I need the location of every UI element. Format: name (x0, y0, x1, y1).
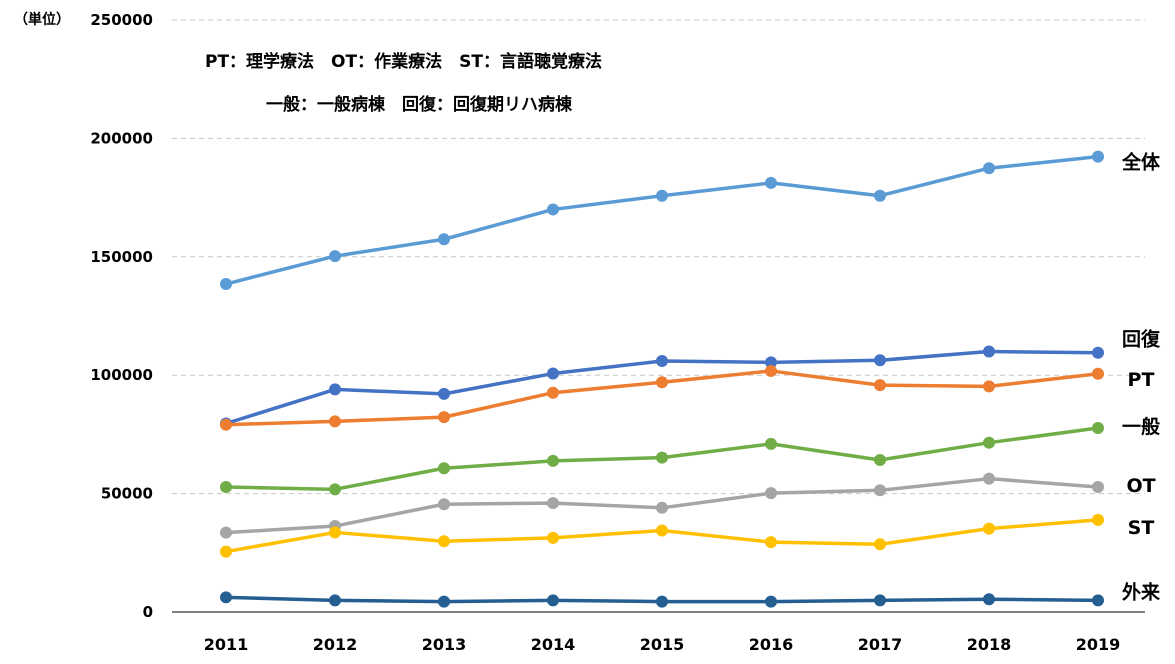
data-point (874, 379, 886, 392)
data-point (329, 415, 341, 428)
y-tick-label: 200000 (90, 129, 153, 147)
data-point (656, 354, 668, 367)
series-label: 全体 (1121, 151, 1161, 174)
y-tick-label: 0 (143, 603, 153, 621)
data-point (329, 383, 341, 396)
data-point (438, 498, 450, 511)
data-point (765, 487, 777, 500)
y-tick-label: 150000 (90, 248, 153, 266)
data-point (983, 522, 995, 535)
x-tick-label: 2016 (749, 635, 794, 654)
series-layer (220, 150, 1104, 608)
series-6 (220, 591, 1104, 608)
data-point (220, 278, 232, 291)
data-point (983, 472, 995, 485)
data-point (983, 345, 995, 358)
data-point (874, 594, 886, 607)
series-label: PT (1128, 369, 1155, 391)
y-tick-label: 50000 (101, 485, 153, 503)
data-point (438, 411, 450, 424)
data-point (220, 418, 232, 431)
series-1 (220, 345, 1104, 430)
data-point (1092, 513, 1104, 526)
data-point (329, 250, 341, 263)
data-point (438, 595, 450, 608)
y-tick-label: 250000 (90, 11, 153, 29)
series-label: OT (1126, 475, 1155, 497)
data-point (765, 364, 777, 377)
data-point (1092, 594, 1104, 607)
data-point (765, 176, 777, 189)
data-point (874, 189, 886, 202)
data-point (220, 545, 232, 558)
unit-label: （単位） (14, 11, 70, 28)
data-point (1092, 422, 1104, 435)
legend-note-1: PT：理学療法 OT：作業療法 ST：言語聴覚療法 (205, 51, 602, 72)
data-point (547, 531, 559, 544)
data-point (329, 483, 341, 496)
x-tick-label: 2017 (858, 635, 903, 654)
data-point (220, 591, 232, 604)
x-tick-label: 2015 (640, 635, 685, 654)
data-point (656, 189, 668, 202)
data-point (656, 501, 668, 514)
data-point (656, 376, 668, 389)
x-tick-label: 2018 (967, 635, 1012, 654)
legend-note-2: 一般：一般病棟 回復：回復期リハ病棟 (266, 94, 573, 115)
series-4 (220, 472, 1104, 539)
data-point (983, 593, 995, 606)
data-point (438, 535, 450, 548)
series-label: 外来 (1122, 580, 1160, 603)
x-tick-label: 2012 (313, 635, 358, 654)
data-point (1092, 150, 1104, 163)
data-point (438, 387, 450, 400)
series-label: 回復 (1122, 328, 1161, 351)
data-point (547, 497, 559, 510)
data-point (329, 526, 341, 539)
data-point (547, 367, 559, 380)
data-point (547, 454, 559, 467)
series-label: ST (1128, 517, 1155, 539)
y-tick-label: 100000 (90, 366, 153, 384)
series-0 (220, 150, 1104, 291)
data-point (438, 462, 450, 475)
data-point (656, 451, 668, 464)
data-point (329, 594, 341, 607)
data-point (765, 356, 777, 369)
data-point (874, 354, 886, 367)
data-point (547, 386, 559, 399)
x-tick-label: 2013 (422, 635, 467, 654)
data-point (220, 526, 232, 539)
data-point (983, 162, 995, 175)
data-point (547, 203, 559, 216)
x-tick-label: 2011 (204, 635, 249, 654)
data-point (874, 538, 886, 551)
data-point (547, 594, 559, 607)
data-point (983, 436, 995, 449)
data-point (765, 437, 777, 450)
series-label: 一般 (1122, 415, 1160, 438)
series-3 (220, 422, 1104, 496)
series-line (224, 154, 1100, 286)
data-point (983, 380, 995, 393)
data-point (874, 484, 886, 497)
data-point (765, 536, 777, 549)
data-point (765, 595, 777, 608)
x-tick-label: 2019 (1076, 635, 1121, 654)
data-point (438, 233, 450, 246)
data-point (656, 595, 668, 608)
series-2 (220, 364, 1104, 431)
axis-layer: 0 50000 100000 150000 200000 250000 2011 2012 20… (90, 11, 1145, 654)
data-point (1092, 480, 1104, 493)
data-point (220, 480, 232, 493)
series-5 (220, 513, 1104, 558)
data-point (1092, 367, 1104, 380)
data-point (656, 524, 668, 537)
data-point (874, 453, 886, 466)
x-tick-label: 2014 (531, 635, 576, 654)
data-point (1092, 346, 1104, 359)
